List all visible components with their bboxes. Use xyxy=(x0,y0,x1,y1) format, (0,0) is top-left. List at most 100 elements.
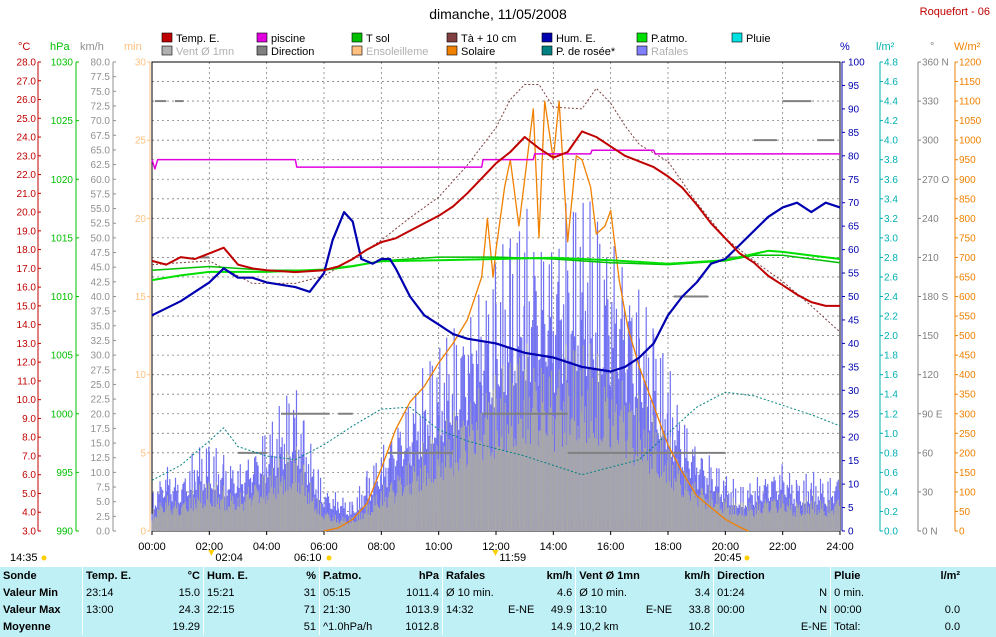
sunshine-axis-tick-label: 15 xyxy=(135,292,147,303)
solar-axis-tick-label: 1000 xyxy=(959,136,982,147)
stats-filler xyxy=(963,618,995,635)
rain-axis-tick-label: 0.6 xyxy=(884,468,898,479)
wind-axis-tick-label: 52.5 xyxy=(91,219,111,230)
stats-row-avg: Moyenne 19.29 51 ^1.0hPa/h 1012.8 14.9 1… xyxy=(0,618,996,635)
temp-axis-tick-label: 10.0 xyxy=(17,395,37,406)
solar-axis-tick-label: 350 xyxy=(959,390,976,401)
soil-temp-line xyxy=(151,254,841,271)
rain-axis-tick-label: 2.0 xyxy=(884,331,898,342)
stats-header-temp-unit: °C xyxy=(187,569,200,582)
temp-axis-tick-label: 16.0 xyxy=(17,283,37,294)
rain-axis-tick-label: 1.6 xyxy=(884,370,898,381)
solar-axis-tick-label: 950 xyxy=(959,155,976,166)
rain-axis-tick-label: 2.8 xyxy=(884,253,898,264)
legend-swatch xyxy=(731,32,743,43)
humidity-unit-label: % xyxy=(840,41,850,53)
stats-rafales-value: 14.9 xyxy=(550,620,573,633)
stats-row-label: Valeur Max xyxy=(3,603,61,616)
solar-axis-tick-label: 550 xyxy=(959,312,976,323)
humidity-axis-tick-label: 65 xyxy=(848,222,860,233)
wind-axis-tick-label: 40.0 xyxy=(91,292,111,303)
wind-unit-label: km/h xyxy=(80,41,104,53)
temp-axis-tick-label: 14.0 xyxy=(17,320,37,331)
stats-row-min: Valeur Min 23:14 15.0 15:21 31 05:15 101… xyxy=(0,584,996,601)
station-name: Roquefort - 06 xyxy=(919,6,990,18)
stats-vent-dir xyxy=(643,584,675,601)
solar-axis-tick-label: 1150 xyxy=(959,77,981,88)
direction-axis-tick-label: 150 xyxy=(922,331,939,342)
humidity-axis-tick-label: 90 xyxy=(848,104,860,115)
wind-axis-tick-label: 0.0 xyxy=(96,527,110,538)
pressure-axis-tick-label: 1010 xyxy=(51,292,74,303)
solar-line xyxy=(323,100,749,532)
wind-axis-tick-label: 35.0 xyxy=(91,321,111,332)
stats-pluie-value xyxy=(897,584,963,601)
temp-axis-tick-label: 25.0 xyxy=(17,114,37,125)
stats-temp-time: 23:14 xyxy=(82,584,147,601)
stats-patmo-time: ^1.0hPa/h xyxy=(319,618,388,635)
direction-axis-tick-label: 210 xyxy=(922,253,939,264)
stats-vent-value: 33.8 xyxy=(688,603,711,616)
stats-table: Sonde Temp. E. °C Hum. E. % P.atmo. hPa … xyxy=(0,567,996,637)
stats-patmo-value: 1013.9 xyxy=(405,603,439,616)
humidity-axis-tick-label: 20 xyxy=(848,433,860,444)
humidity-axis-tick-label: 70 xyxy=(848,198,860,209)
solar-axis-tick-label: 300 xyxy=(959,409,976,420)
solar-axis-tick-label: 450 xyxy=(959,351,976,362)
sunshine-unit-label: min xyxy=(124,41,142,53)
wind-axis-tick-label: 5.0 xyxy=(96,497,110,508)
solar-unit-label: W/m² xyxy=(954,41,981,53)
x-tick-label: 12:00 xyxy=(482,541,510,553)
direction-axis-tick-label: 180 S xyxy=(922,292,948,303)
stats-rafales-dir xyxy=(505,584,537,601)
stats-vent-value: 10.2 xyxy=(688,620,711,633)
sunshine-axis-tick-label: 30 xyxy=(135,58,147,69)
stats-temp-value: 24.3 xyxy=(178,603,200,616)
x-tick-label: 14:00 xyxy=(540,541,568,553)
sunset-label: 20:45 xyxy=(714,552,742,564)
solar-axis-tick-label: 650 xyxy=(959,272,976,283)
stats-hum-value: 51 xyxy=(303,620,316,633)
temp-axis-tick-label: 3.0 xyxy=(22,527,36,538)
rain-axis-tick-label: 2.2 xyxy=(884,312,898,323)
stats-row-max: Valeur Max 13:00 24.3 22:15 71 21:30 101… xyxy=(0,601,996,618)
legend-swatch xyxy=(256,45,268,56)
stats-header-pluie: Pluie xyxy=(830,567,898,584)
sunset-icon xyxy=(744,555,750,561)
pool-temp-line xyxy=(151,149,840,170)
x-tick-label: 06:00 xyxy=(310,541,338,553)
pressure-axis-tick-label: 1025 xyxy=(51,116,74,127)
rain-axis-tick-label: 4.4 xyxy=(884,97,898,108)
rain-axis-tick-label: 4.2 xyxy=(884,116,898,127)
direction-unit-label: ° xyxy=(930,41,934,53)
legend-swatch xyxy=(351,45,363,56)
wind-axis-tick-label: 15.0 xyxy=(91,439,111,450)
pressure-unit-label: hPa xyxy=(50,41,70,53)
legend-swatch xyxy=(161,32,173,43)
x-tick-label: 22:00 xyxy=(769,541,797,553)
solar-axis-tick-label: 50 xyxy=(959,507,971,518)
stats-pluie-time: Total: xyxy=(830,618,898,635)
stats-rafales-dir xyxy=(505,618,537,635)
time-left-label: 14:35 xyxy=(10,552,38,564)
temp-axis-tick-label: 12.0 xyxy=(17,358,37,369)
wind-axis-tick-label: 60.0 xyxy=(91,175,111,186)
stats-hum-time: 22:15 xyxy=(203,601,268,618)
legend-swatch xyxy=(636,32,648,43)
low-marker-label: 02:04 xyxy=(215,552,243,564)
legend-swatch xyxy=(161,45,173,56)
x-tick-label: 24:00 xyxy=(826,541,854,553)
stats-pluie-value: 0.0 xyxy=(944,603,961,616)
pressure-axis-tick-label: 1020 xyxy=(51,175,74,186)
stats-vent-dir: E-NE xyxy=(645,603,673,616)
sunshine-axis-tick-label: 10 xyxy=(135,370,147,381)
pressure-axis-tick-label: 1015 xyxy=(51,233,74,244)
wind-axis-tick-label: 20.0 xyxy=(91,409,111,420)
stats-rafales-time: Ø 10 min. xyxy=(442,584,505,601)
pressure-axis-tick-label: 1000 xyxy=(51,409,74,420)
stats-dir-value: N xyxy=(819,603,828,616)
solar-axis-tick-label: 1050 xyxy=(959,116,982,127)
humidity-axis-tick-label: 25 xyxy=(848,409,860,420)
rain-axis-tick-label: 3.6 xyxy=(884,175,898,186)
